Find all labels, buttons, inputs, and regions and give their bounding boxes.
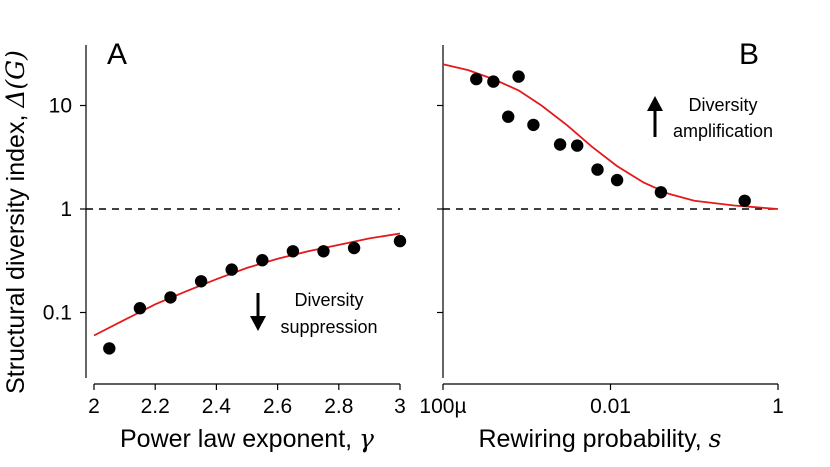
a-data-point bbox=[225, 263, 238, 276]
suppression-annotation-line-2: suppression bbox=[280, 317, 377, 337]
y-axis-label: Structural diversity index, Δ(G) bbox=[1, 50, 30, 394]
b-data-point bbox=[527, 118, 540, 132]
panel-b-ticks: 100µ 0.01 1 bbox=[419, 104, 784, 418]
a-y-tick-label: 1 bbox=[60, 198, 72, 221]
a-x-tick-label: 2.8 bbox=[324, 395, 353, 418]
panel-a: 0.1 1 10 2 2.2 2.4 2.6 2.8 3 A Power law exponen… bbox=[43, 38, 407, 453]
b-data-point bbox=[502, 110, 515, 123]
b-x-tick-label: 100µ bbox=[419, 395, 466, 418]
a-data-point bbox=[393, 234, 407, 248]
suppression-annotation-line-1: Diversity bbox=[294, 290, 363, 310]
a-x-tick-label: 2.2 bbox=[141, 395, 170, 418]
a-data-point bbox=[164, 291, 177, 304]
a-x-tick-label: 2 bbox=[88, 395, 100, 418]
panel-a-points bbox=[103, 234, 407, 355]
a-data-point bbox=[317, 245, 330, 258]
panel-b: 100µ 0.01 1 B Rewiring probability, s Dive… bbox=[419, 38, 783, 453]
b-data-point bbox=[571, 139, 584, 152]
b-data-point bbox=[738, 194, 751, 207]
a-x-tick-label: 3 bbox=[394, 395, 406, 418]
b-data-point bbox=[487, 75, 500, 88]
panel-b-x-axis-label: Rewiring probability, s bbox=[478, 424, 721, 453]
b-data-point bbox=[512, 70, 525, 83]
a-data-point bbox=[286, 245, 300, 258]
amplification-annotation: Diversity amplification bbox=[647, 95, 773, 141]
a-x-tick-label: 2.6 bbox=[263, 395, 292, 418]
a-data-point bbox=[256, 254, 269, 267]
arrow-down-icon bbox=[250, 293, 266, 331]
a-y-tick-label: 10 bbox=[49, 95, 72, 118]
b-data-point bbox=[610, 173, 624, 187]
b-x-tick-label: 1 bbox=[772, 395, 784, 418]
amplification-annotation-line-2: amplification bbox=[673, 121, 773, 141]
b-x-tick-label: 0.01 bbox=[590, 395, 631, 418]
a-x-tick-label: 2.4 bbox=[202, 395, 232, 418]
b-data-point bbox=[553, 138, 567, 151]
amplification-annotation-line-1: Diversity bbox=[688, 95, 757, 115]
panel-a-label: A bbox=[107, 38, 127, 71]
arrow-up-icon bbox=[647, 96, 663, 137]
panel-a-ticks: 0.1 1 10 2 2.2 2.4 2.6 2.8 3 bbox=[43, 95, 406, 419]
b-data-point bbox=[654, 186, 668, 199]
a-data-point bbox=[347, 241, 361, 255]
suppression-annotation: Diversity suppression bbox=[250, 290, 378, 337]
panel-b-points bbox=[470, 70, 751, 207]
a-data-point bbox=[194, 275, 208, 288]
b-data-point bbox=[470, 72, 483, 86]
a-data-point bbox=[133, 302, 147, 315]
a-data-point bbox=[103, 342, 116, 355]
a-y-tick-label: 0.1 bbox=[43, 302, 72, 325]
panel-b-label: B bbox=[739, 38, 759, 71]
panel-a-x-axis-label: Power law exponent, γ bbox=[120, 424, 374, 453]
b-data-point bbox=[591, 163, 604, 176]
